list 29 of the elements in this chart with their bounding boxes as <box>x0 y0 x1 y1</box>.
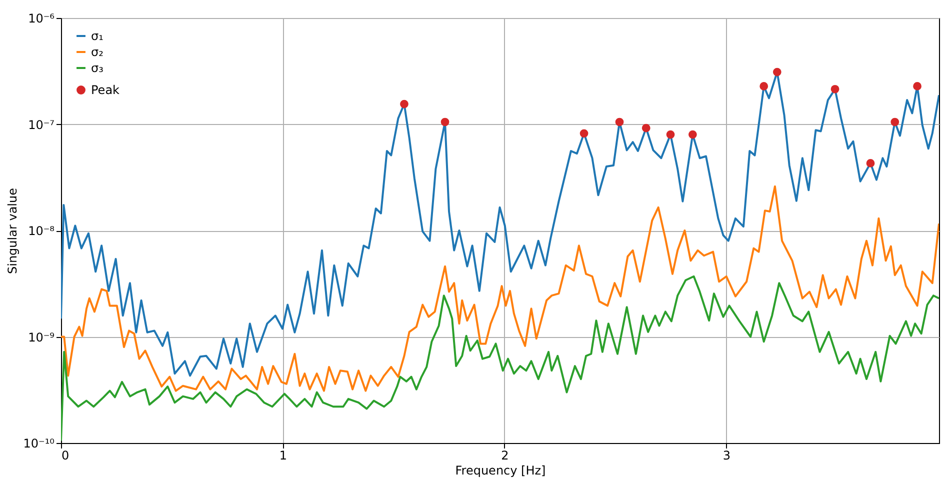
point <box>615 118 624 126</box>
point <box>440 118 450 126</box>
y-tick-label: 10⁻⁶ <box>28 12 55 26</box>
point <box>642 124 650 132</box>
y-tick-label: 10⁻⁹ <box>28 330 55 344</box>
legend-label: Peak <box>91 83 120 97</box>
x-axis-title: Frequency [Hz] <box>455 464 546 478</box>
point <box>772 68 782 76</box>
point <box>580 129 588 138</box>
point <box>890 118 900 126</box>
point <box>760 82 768 90</box>
legend-label: σ₃ <box>91 61 104 75</box>
legend-label: σ₁ <box>91 29 104 43</box>
y-tick-label: 10⁻⁸ <box>28 224 55 238</box>
line-series <box>61 185 939 392</box>
y-tick-label: 10⁻⁷ <box>28 118 55 132</box>
x-tick-label: 2 <box>501 448 509 462</box>
point <box>830 84 840 94</box>
legend-label: σ₂ <box>91 45 104 59</box>
point <box>913 82 922 90</box>
point <box>866 159 875 168</box>
x-tick-label: 1 <box>279 448 288 462</box>
x-tick-label: 3 <box>722 448 730 462</box>
y-tick-label: 10⁻¹⁰ <box>23 436 55 450</box>
point <box>400 100 408 108</box>
point <box>688 130 697 139</box>
x-tick-label: 0 <box>62 448 70 462</box>
point <box>666 130 675 139</box>
y-axis-title: Singular value <box>5 188 20 274</box>
